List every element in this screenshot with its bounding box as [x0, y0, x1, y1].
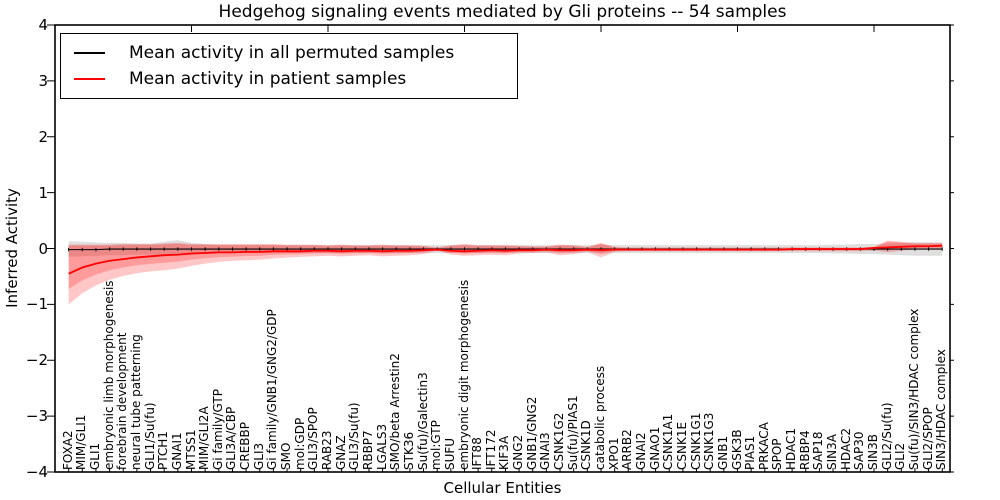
x-tick-label: ARRB2 [620, 429, 635, 470]
y-tick-label: −4 [25, 463, 48, 481]
y-tick-label: 2 [38, 127, 48, 146]
legend-label-patient: Mean activity in patient samples [129, 69, 407, 89]
x-tick-label: GLI2/Su(fu) [879, 402, 894, 470]
x-tick-label: neural tube patterning [128, 334, 143, 470]
x-tick-label: GSK3B [729, 429, 744, 470]
x-tick-label: SAP18 [811, 431, 826, 470]
x-tick-label: catabolic process [593, 365, 607, 470]
x-tick-label: MTSS1 [183, 429, 198, 470]
x-tick-label: Gi family/GTP [210, 389, 225, 470]
chart-title: Hedgehog signaling events mediated by Gl… [218, 2, 787, 22]
x-tick-label: GNAO1 [647, 426, 662, 470]
x-tick-label: RAB23 [320, 430, 334, 470]
legend-entry-patient: Mean activity in patient samples [61, 67, 517, 91]
x-tick-label: mol:GTP [429, 420, 444, 470]
x-tick-label: GNAI3 [538, 432, 553, 470]
x-tick-label: SPOP [770, 438, 785, 470]
legend-entry-permuted: Mean activity in all permuted samples [61, 41, 517, 65]
x-tick-label: IFT172 [483, 429, 498, 470]
x-tick-label: GNAI1 [169, 432, 184, 470]
x-tick-label: mol:GDP [292, 417, 307, 470]
y-tick-label: −3 [25, 407, 48, 426]
y-tick-label: 4 [38, 16, 48, 34]
x-tick-label: IFT88 [470, 437, 485, 470]
x-tick-label: SIN3/HDAC complex [934, 349, 949, 470]
x-tick-label: CREBBP [238, 422, 253, 470]
x-tick-label: MIM/GLI2A [197, 406, 212, 470]
x-axis-label: Cellular Entities [443, 479, 562, 497]
x-tick-label: GNAI2 [633, 432, 648, 470]
x-tick-label: MIM/GLI1 [74, 414, 89, 470]
x-tick-label: GLI1/Su(fu) [142, 402, 157, 470]
x-tick-label: GNG2 [511, 434, 526, 470]
x-tick-label: GNAZ [333, 435, 348, 470]
x-tick-label: GLI1 [87, 442, 102, 470]
x-tick-label: RBBP4 [797, 430, 812, 470]
x-tick-label: GNB1 [715, 435, 730, 470]
x-tick-label: Su(fu)/SIN3/HDAC complex [906, 308, 921, 470]
x-tick-label: GLI3 [251, 442, 266, 470]
axis-ticks [47, 24, 954, 473]
x-tick-label: STK36 [401, 431, 416, 470]
x-tick-label: Gi family/GNB1/GNG2/GDP [265, 309, 280, 470]
x-tick-label: embryonic limb morphogenesis [101, 280, 116, 470]
x-tick-label: Su(fu)/Galectin3 [415, 372, 430, 470]
patient-mean-line [68, 244, 943, 275]
x-tick-label: XPO1 [606, 437, 621, 470]
x-tick-label: forebrain development [115, 332, 130, 470]
x-tick-label: embryonic digit morphogenesis [456, 279, 471, 470]
x-tick-label: HDAC2 [838, 427, 853, 470]
patient-band-outer [68, 240, 943, 305]
patient-band-inner [68, 241, 943, 290]
x-tick-label: CSNK1D [579, 420, 594, 470]
x-tick-label: SMO [279, 442, 294, 470]
x-tick-label: LGALS3 [374, 423, 389, 470]
x-tick-label: CSNK1G2 [552, 412, 567, 470]
x-tick-label: FOXA2 [60, 430, 75, 470]
permuted-line-swatch [74, 52, 105, 54]
y-tick-label: 0 [38, 239, 48, 258]
x-tick-label: GLI2 [893, 442, 908, 470]
x-tick-label: PRKACA [756, 422, 771, 470]
y-tick-label: 3 [38, 71, 48, 90]
x-tick-label: SAP30 [852, 431, 867, 470]
patient-line-swatch [74, 78, 105, 80]
x-tick-label: KIF3A [497, 435, 512, 470]
x-tick-label: CSNK1A1 [661, 413, 676, 470]
x-tick-label: Su(fu)/PIAS1 [565, 395, 580, 470]
y-tick-label: −2 [25, 351, 48, 370]
x-tick-label: GNB1/GNG2 [524, 396, 539, 470]
x-tick-label: SIN3B [866, 434, 880, 470]
x-tick-label: HDAC1 [784, 427, 799, 470]
x-tick-label: CSNK1G1 [688, 412, 703, 470]
legend: Mean activity in all permuted samples Me… [60, 33, 518, 99]
x-tick-label: PTCH1 [156, 431, 171, 470]
x-tick-label: RBBP7 [360, 430, 375, 470]
legend-label-permuted: Mean activity in all permuted samples [129, 43, 455, 63]
y-tick-label: 1 [38, 183, 48, 202]
x-tick-label: SUFU [442, 437, 457, 470]
x-tick-label: GLI2/SPOP [920, 407, 935, 470]
x-tick-label: PIAS1 [743, 435, 758, 470]
x-tick-label: SIN3A [825, 434, 840, 470]
y-tick-label: −1 [25, 295, 48, 314]
x-tick-label: GLI3A/CBP [224, 406, 239, 470]
x-tick-label: SMO/beta Arrestin2 [388, 353, 403, 470]
x-tick-label: CSNK1G3 [702, 412, 717, 470]
x-tick-label: GLI3/Su(fu) [347, 402, 362, 470]
x-tick-label: GLI3/SPOP [306, 407, 321, 470]
x-tick-label: CSNK1E [674, 421, 689, 470]
